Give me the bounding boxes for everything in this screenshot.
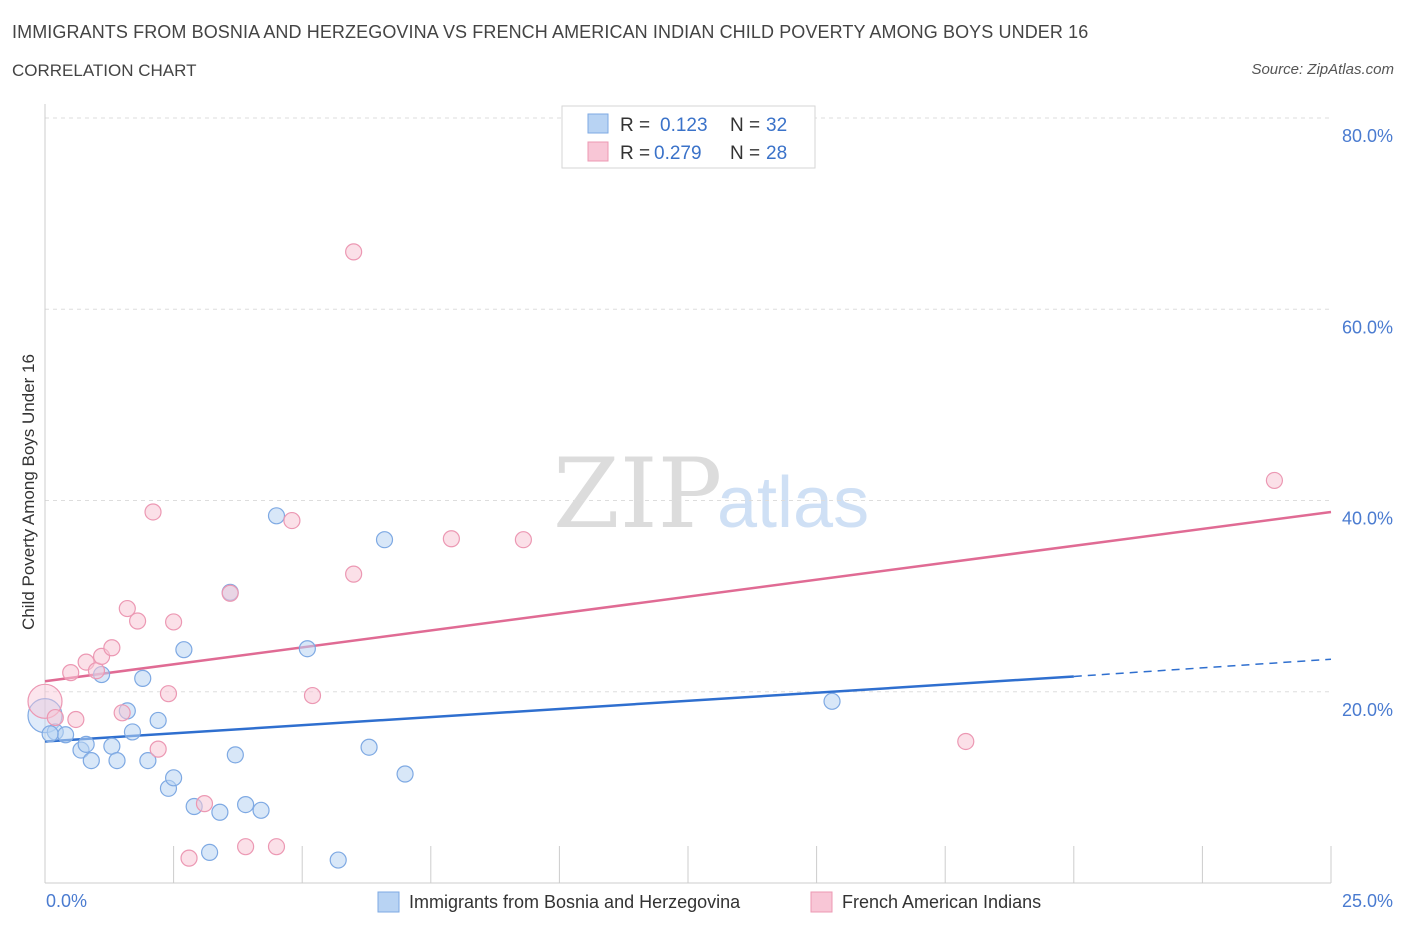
point-blue bbox=[134, 669, 152, 687]
point-blue bbox=[329, 851, 347, 869]
point-pink bbox=[128, 612, 147, 630]
point-blue bbox=[396, 765, 414, 783]
bottom-legend-swatch-blue bbox=[377, 891, 400, 913]
point-blue bbox=[139, 751, 157, 770]
legend-r-label-pink: R = bbox=[620, 143, 650, 164]
point-pink bbox=[303, 686, 322, 705]
point-blue bbox=[211, 803, 229, 821]
watermark-zip: ZIP bbox=[553, 438, 722, 550]
source-credit: Source: ZipAtlas.com bbox=[1251, 61, 1394, 78]
point-pink bbox=[165, 613, 183, 631]
x-tick-label-max: 25.0% bbox=[1342, 891, 1393, 911]
legend: R = 0.123 N = 32 R = 0.279 N = 28 bbox=[561, 105, 816, 169]
watermark-atlas: atlas bbox=[717, 463, 869, 543]
point-blue bbox=[149, 711, 167, 730]
legend-n-label-blue: N = bbox=[730, 115, 760, 136]
legend-r-value-pink: 0.279 bbox=[654, 143, 702, 164]
legend-swatch-blue bbox=[587, 113, 609, 134]
point-blue bbox=[237, 795, 255, 814]
point-pink bbox=[144, 503, 162, 521]
trend-line-blue-extension bbox=[1073, 658, 1332, 678]
bottom-legend: Immigrants from Bosnia and Herzegovina F… bbox=[377, 891, 1041, 913]
point-blue bbox=[823, 692, 841, 710]
point-blue bbox=[108, 751, 126, 770]
point-blue bbox=[77, 735, 95, 753]
bottom-legend-swatch-pink bbox=[810, 891, 833, 913]
point-blue bbox=[175, 641, 193, 659]
point-pink bbox=[267, 838, 286, 856]
point-blue bbox=[123, 723, 142, 741]
point-blue bbox=[41, 725, 59, 743]
point-pink bbox=[113, 704, 131, 722]
point-blue bbox=[226, 746, 244, 764]
point-pink bbox=[180, 849, 198, 867]
legend-n-value-pink: 28 bbox=[766, 143, 787, 164]
point-pink bbox=[283, 511, 301, 530]
point-pink bbox=[149, 740, 167, 758]
point-pink bbox=[237, 838, 255, 856]
point-blue bbox=[56, 726, 75, 744]
point-blue bbox=[267, 507, 286, 525]
x-tick-label-min: 0.0% bbox=[46, 891, 87, 911]
point-pink bbox=[195, 795, 214, 813]
point-pink bbox=[118, 599, 136, 618]
trend-lines bbox=[44, 510, 1332, 743]
data-points bbox=[27, 243, 1284, 869]
y-tick-label: 20.0% bbox=[1342, 700, 1393, 720]
legend-n-label-pink: N = bbox=[730, 143, 760, 164]
trend-line-blue bbox=[44, 675, 1074, 743]
chart-title: IMMIGRANTS FROM BOSNIA AND HERZEGOVINA V… bbox=[12, 22, 1089, 42]
legend-swatch-pink bbox=[587, 141, 609, 162]
y-tick-label: 60.0% bbox=[1342, 317, 1393, 337]
point-blue bbox=[201, 843, 219, 862]
trend-line-pink bbox=[44, 510, 1332, 683]
bottom-legend-label-blue: Immigrants from Bosnia and Herzegovina bbox=[409, 892, 741, 912]
point-pink bbox=[221, 584, 239, 602]
gridlines bbox=[45, 117, 1331, 693]
point-blue bbox=[82, 751, 100, 770]
legend-n-value-blue: 32 bbox=[766, 115, 787, 136]
point-pink bbox=[957, 732, 975, 751]
legend-r-label-blue: R = bbox=[620, 115, 650, 136]
point-blue bbox=[103, 737, 121, 755]
y-axis-label: Child Poverty Among Boys Under 16 bbox=[19, 354, 38, 630]
point-blue bbox=[360, 738, 378, 756]
legend-r-value-blue: 0.123 bbox=[660, 115, 708, 136]
chart-subtitle: CORRELATION CHART bbox=[12, 61, 197, 80]
y-tick-label: 40.0% bbox=[1342, 509, 1393, 529]
y-tick-label: 80.0% bbox=[1342, 126, 1393, 146]
bottom-legend-label-pink: French American Indians bbox=[842, 892, 1041, 912]
y-tick-labels: 20.0% 40.0% 60.0% 80.0% bbox=[1342, 126, 1393, 720]
point-blue bbox=[252, 801, 270, 819]
point-pink bbox=[345, 243, 363, 261]
point-pink bbox=[514, 531, 532, 549]
point-blue bbox=[375, 531, 394, 549]
point-pink bbox=[1265, 471, 1284, 490]
point-blue bbox=[165, 769, 183, 787]
point-pink bbox=[46, 708, 64, 727]
axes bbox=[44, 104, 1332, 884]
point-pink bbox=[103, 639, 121, 657]
point-pink bbox=[345, 565, 363, 583]
point-pink bbox=[87, 662, 106, 680]
point-pink bbox=[62, 664, 80, 682]
point-blue bbox=[298, 640, 316, 658]
point-pink bbox=[159, 685, 178, 703]
point-pink bbox=[67, 710, 85, 729]
point-pink bbox=[442, 530, 460, 548]
